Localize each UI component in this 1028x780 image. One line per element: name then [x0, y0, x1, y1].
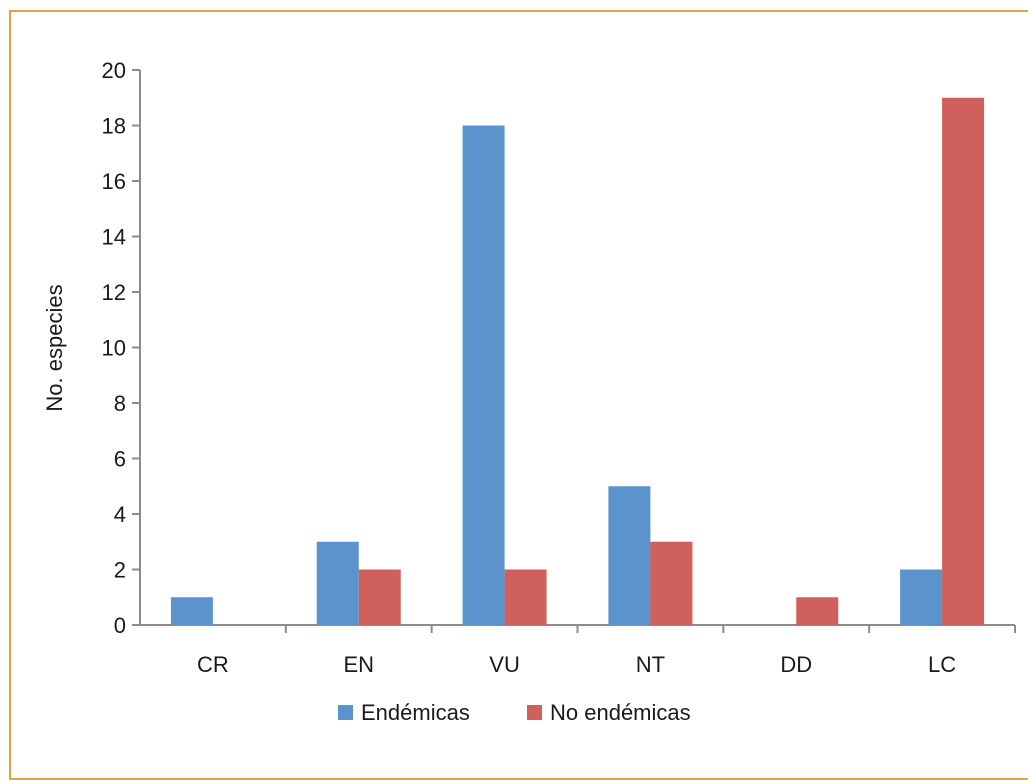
x-tick-label: VU [489, 652, 520, 677]
x-tick-label: LC [928, 652, 956, 677]
y-tick-label: 12 [102, 280, 126, 305]
bar-en-series-1 [316, 541, 359, 625]
bar-cr-series-1 [170, 597, 213, 625]
y-tick-label: 10 [102, 336, 126, 361]
y-tick-label: 4 [114, 502, 126, 527]
x-tick-label: NT [636, 652, 665, 677]
legend: Endémicas No endémicas [338, 700, 691, 725]
bar-vu-series-1 [462, 125, 505, 625]
bar-nt-series-2 [650, 541, 693, 625]
y-axis-title: No. especies [42, 284, 67, 411]
y-tick-label: 14 [102, 225, 126, 250]
bar-lc-series-1 [900, 569, 943, 625]
legend-label: Endémicas [361, 700, 470, 725]
bar-nt-series-1 [608, 486, 651, 625]
x-tick-label: CR [197, 652, 229, 677]
y-tick-label: 8 [114, 391, 126, 416]
bar-chart: No. especies 0 2 4 6 8 10 12 14 16 18 20 CR EN VU NT DD… [42, 58, 1016, 725]
legend-label: No endémicas [550, 700, 691, 725]
y-tick-label: 0 [114, 613, 126, 638]
y-tick-label: 6 [114, 447, 126, 472]
y-tick-label: 2 [114, 558, 126, 583]
y-tick-label: 16 [102, 169, 126, 194]
x-tick-label: EN [343, 652, 374, 677]
bar-lc-series-2 [942, 97, 985, 625]
y-tick-label: 20 [102, 58, 126, 83]
y-tick-label: 18 [102, 114, 126, 139]
bar-vu-series-2 [504, 569, 547, 625]
legend-swatch [527, 705, 542, 720]
bar-en-series-2 [358, 569, 401, 625]
legend-swatch [338, 705, 353, 720]
x-tick-label: DD [780, 652, 812, 677]
bar-dd-series-2 [796, 597, 839, 625]
